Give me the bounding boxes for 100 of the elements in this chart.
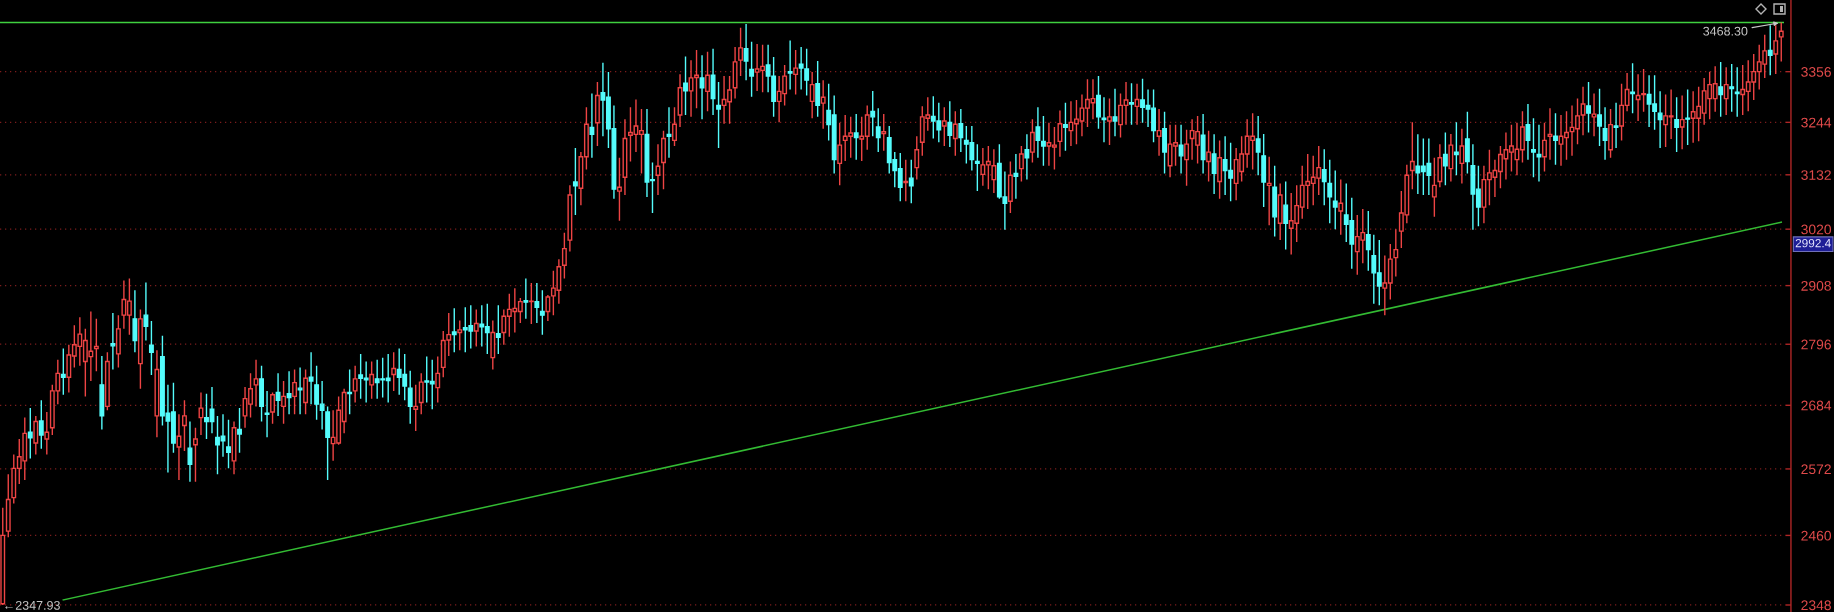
candlestick bbox=[1134, 83, 1140, 126]
candlestick bbox=[198, 391, 204, 436]
candlestick bbox=[1261, 133, 1267, 208]
candlestick bbox=[952, 110, 958, 157]
candlestick bbox=[870, 90, 876, 137]
candlestick bbox=[661, 129, 666, 190]
candlestick bbox=[622, 118, 628, 196]
candlestick bbox=[1547, 107, 1553, 161]
candlestick bbox=[5, 473, 11, 538]
candlestick bbox=[303, 368, 309, 415]
candlestick bbox=[534, 282, 540, 324]
candlestick bbox=[253, 359, 259, 408]
candlestick bbox=[1459, 128, 1465, 185]
candlestick bbox=[589, 92, 595, 159]
candlestick bbox=[561, 231, 567, 280]
candlestick bbox=[115, 314, 121, 369]
y-tick-label: 2348 bbox=[1801, 600, 1831, 611]
candlestick bbox=[749, 41, 755, 98]
candlestick bbox=[391, 351, 397, 392]
candlestick bbox=[958, 108, 964, 153]
candlestick bbox=[1393, 228, 1399, 278]
candlestick bbox=[1723, 66, 1729, 116]
candlestick bbox=[495, 304, 501, 355]
candlestick bbox=[226, 419, 231, 470]
candlestick bbox=[705, 51, 711, 113]
candlestick bbox=[1442, 131, 1448, 187]
candlestick bbox=[1101, 96, 1107, 143]
candlestick bbox=[793, 49, 799, 96]
candlestick bbox=[176, 413, 182, 481]
candlestick bbox=[1531, 117, 1536, 178]
candlestick bbox=[325, 405, 331, 481]
candlestick bbox=[1608, 108, 1614, 159]
candlestick bbox=[1013, 153, 1019, 200]
candlestick bbox=[1641, 68, 1647, 113]
candlestick bbox=[292, 368, 298, 415]
candlestick bbox=[270, 391, 276, 425]
candlestick bbox=[1338, 178, 1344, 236]
candlestick bbox=[1630, 62, 1636, 114]
candlestick bbox=[738, 27, 744, 77]
candlestick bbox=[1206, 129, 1212, 183]
candlestick bbox=[286, 370, 292, 415]
candlestick bbox=[1448, 133, 1454, 183]
candlestick bbox=[528, 282, 534, 325]
candlestick bbox=[369, 360, 375, 400]
candlestick bbox=[1162, 111, 1168, 175]
candlestick bbox=[1217, 139, 1223, 200]
candlestick bbox=[616, 157, 622, 222]
candlestick bbox=[787, 39, 793, 91]
candlestick bbox=[732, 46, 738, 100]
candlestick bbox=[1657, 90, 1663, 149]
annotation: 3468.30 bbox=[1703, 26, 1748, 36]
candlestick bbox=[1718, 61, 1724, 118]
y-tick-label: 2908 bbox=[1801, 280, 1831, 291]
candlestick bbox=[1096, 75, 1101, 130]
candlestick bbox=[1057, 109, 1063, 158]
candlestick bbox=[60, 347, 66, 396]
candlestick bbox=[743, 23, 749, 81]
candlestick bbox=[264, 390, 270, 439]
candlestick bbox=[187, 420, 193, 483]
candlestick bbox=[451, 307, 457, 353]
candlestick bbox=[875, 107, 881, 153]
candlestick bbox=[1635, 73, 1641, 122]
candlestick bbox=[407, 369, 413, 425]
candlestick bbox=[853, 113, 859, 161]
candlestick bbox=[1062, 101, 1068, 152]
candlestick bbox=[275, 372, 281, 417]
candlestick bbox=[352, 365, 358, 404]
candlestick bbox=[1007, 160, 1013, 214]
candlestick bbox=[1613, 101, 1619, 149]
candlestick bbox=[1729, 63, 1735, 113]
candlestick bbox=[457, 319, 463, 351]
candlestick bbox=[1266, 156, 1272, 226]
candlestick bbox=[154, 349, 160, 439]
candlestick bbox=[1767, 24, 1773, 76]
candlestick bbox=[1272, 165, 1278, 238]
candlestick bbox=[297, 366, 303, 415]
candlestick bbox=[1597, 87, 1603, 147]
candlestick bbox=[837, 122, 843, 187]
candlestick bbox=[1156, 108, 1162, 157]
candlestick bbox=[38, 399, 44, 450]
candlestick bbox=[1277, 182, 1283, 241]
candlestick bbox=[1431, 157, 1437, 218]
candlestick bbox=[1035, 106, 1041, 159]
candlestick bbox=[148, 320, 154, 376]
candlestick bbox=[1029, 118, 1035, 164]
candlestick bbox=[1283, 180, 1289, 251]
candlestick bbox=[655, 143, 661, 196]
candlestick bbox=[259, 365, 265, 423]
candlestick bbox=[104, 351, 110, 412]
candlestick bbox=[1674, 96, 1680, 153]
candlestick bbox=[820, 79, 826, 130]
candlestick bbox=[683, 55, 688, 116]
candlestick bbox=[1332, 169, 1338, 230]
candlestick bbox=[44, 411, 50, 456]
candlestick bbox=[110, 312, 116, 371]
candlestick bbox=[27, 407, 33, 460]
candlestick bbox=[1464, 111, 1470, 175]
candlestick bbox=[1200, 113, 1206, 175]
candlestick bbox=[672, 106, 677, 147]
candlestick bbox=[594, 81, 600, 147]
